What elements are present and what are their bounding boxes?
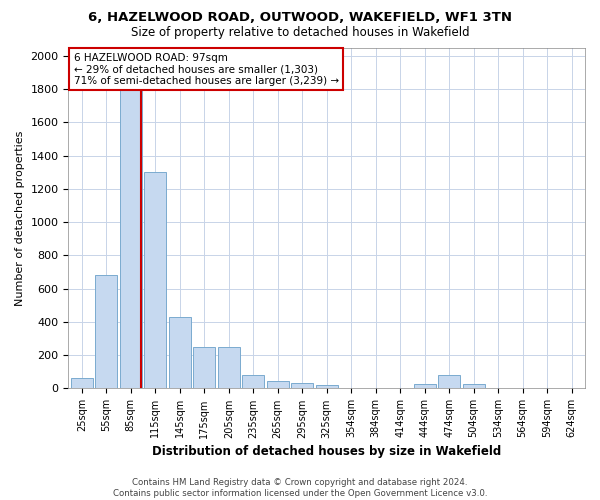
Bar: [463, 384, 485, 388]
Bar: [291, 384, 313, 388]
Bar: [120, 78, 142, 388]
Bar: [145, 172, 166, 388]
X-axis label: Distribution of detached houses by size in Wakefield: Distribution of detached houses by size …: [152, 444, 502, 458]
Text: 6 HAZELWOOD ROAD: 97sqm
← 29% of detached houses are smaller (1,303)
71% of semi: 6 HAZELWOOD ROAD: 97sqm ← 29% of detache…: [74, 52, 338, 86]
Bar: [169, 317, 191, 388]
Bar: [71, 378, 93, 388]
Bar: [438, 375, 460, 388]
Bar: [218, 347, 240, 389]
Text: 6, HAZELWOOD ROAD, OUTWOOD, WAKEFIELD, WF1 3TN: 6, HAZELWOOD ROAD, OUTWOOD, WAKEFIELD, W…: [88, 11, 512, 24]
Bar: [267, 381, 289, 388]
Text: Size of property relative to detached houses in Wakefield: Size of property relative to detached ho…: [131, 26, 469, 39]
Bar: [242, 375, 264, 388]
Bar: [413, 384, 436, 388]
Bar: [316, 385, 338, 388]
Bar: [193, 347, 215, 389]
Text: Contains HM Land Registry data © Crown copyright and database right 2024.
Contai: Contains HM Land Registry data © Crown c…: [113, 478, 487, 498]
Bar: [95, 276, 118, 388]
Y-axis label: Number of detached properties: Number of detached properties: [15, 130, 25, 306]
